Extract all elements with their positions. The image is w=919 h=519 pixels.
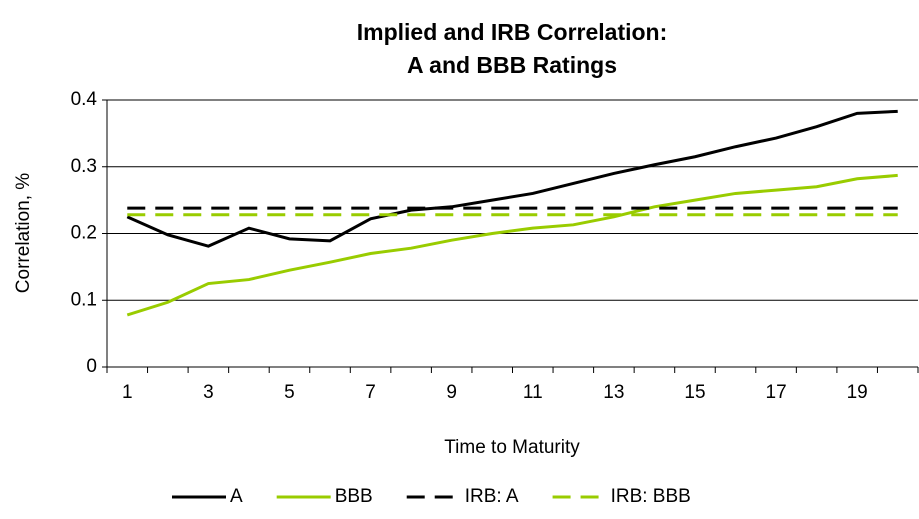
x-tick-label: 17 bbox=[766, 382, 787, 403]
x-tick-label: 13 bbox=[603, 382, 624, 403]
x-tick-label: 1 bbox=[122, 382, 133, 403]
x-tick-label: 15 bbox=[684, 382, 705, 403]
y-tick-label: 0.2 bbox=[71, 223, 97, 244]
y-tick-label: 0 bbox=[86, 356, 97, 377]
x-tick-label: 3 bbox=[203, 382, 214, 403]
legend-label: A bbox=[230, 486, 243, 507]
series-line bbox=[126, 173, 898, 317]
y-axis-label: Correlation, % bbox=[13, 173, 34, 293]
x-tick-label: 7 bbox=[365, 382, 376, 403]
series-line bbox=[126, 109, 898, 248]
y-tick-label: 0.3 bbox=[71, 156, 97, 177]
legend-label: BBB bbox=[335, 486, 373, 507]
x-axis-label: Time to Maturity bbox=[444, 437, 580, 458]
chart-title: Implied and IRB Correlation: bbox=[357, 19, 668, 45]
x-tick-label: 5 bbox=[284, 382, 295, 403]
legend-label: IRB: A bbox=[465, 486, 519, 507]
y-tick-label: 0.4 bbox=[71, 89, 98, 110]
chart-title: A and BBB Ratings bbox=[407, 52, 617, 78]
legend-label: IRB: BBB bbox=[611, 486, 691, 507]
y-tick-label: 0.1 bbox=[71, 289, 97, 310]
x-tick-label: 9 bbox=[446, 382, 457, 403]
x-tick-label: 19 bbox=[847, 382, 868, 403]
x-tick-label: 11 bbox=[523, 382, 543, 403]
